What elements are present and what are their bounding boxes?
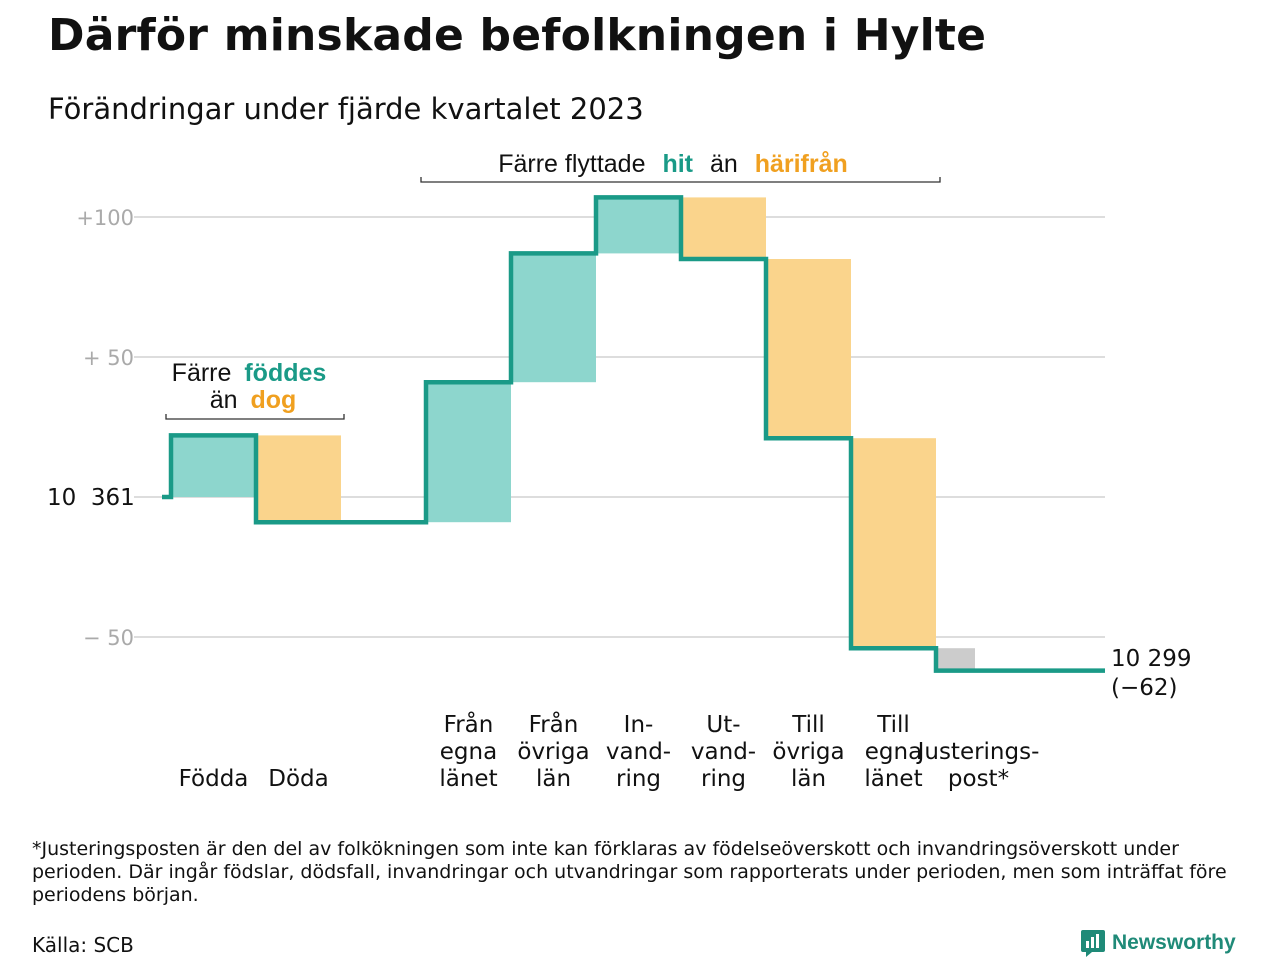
- births-annotation-bracket: [165, 414, 345, 420]
- y-tick-label: +100: [76, 206, 134, 230]
- category-label: Till: [791, 712, 825, 738]
- chart-subtitle: Förändringar under fjärde kvartalet 2023: [48, 92, 644, 126]
- category-label: vand-: [606, 739, 671, 765]
- end-value-label: 10 299: [1111, 646, 1191, 672]
- category-label: Till: [876, 712, 910, 738]
- births-annotation-text-4: dog: [250, 386, 296, 414]
- bar-decrease: [681, 197, 766, 259]
- category-label: Födda: [179, 766, 249, 792]
- births-annotation-text-1: Färre: [172, 359, 232, 387]
- bar-chart-speech-bubble-icon: [1081, 930, 1105, 957]
- category-label: post*: [948, 766, 1009, 792]
- category-label: Justerings-: [916, 739, 1040, 765]
- svg-text:Färre flyttade hit: Färre flyttade hit än härifrån: [498, 150, 848, 178]
- bar-decrease: [256, 435, 341, 523]
- category-label: län: [791, 766, 826, 792]
- end-change-label: (−62): [1111, 675, 1177, 701]
- y-tick-label: + 50: [83, 346, 134, 370]
- category-label: övriga: [772, 739, 844, 765]
- births-annotation-text-2: föddes: [244, 359, 326, 387]
- category-label: Ut-: [706, 712, 740, 738]
- category-label: länet: [864, 766, 922, 792]
- category-label: egna: [440, 739, 497, 765]
- category-label: övriga: [517, 739, 589, 765]
- y-axis-ticks: +100 + 50 − 50: [76, 206, 134, 650]
- y-tick-label: − 50: [83, 626, 134, 650]
- moves-annotation-text-3: än: [710, 150, 738, 178]
- births-annotation-text-3: än: [210, 386, 238, 414]
- running-total-path: [162, 195, 1105, 673]
- waterfall-chart: +100+ 50− 50 Födda DödaFrånegnalänetFrånö…: [47, 150, 1191, 792]
- source-label: Källa: SCB: [32, 933, 134, 957]
- category-label: ring: [701, 766, 746, 792]
- bar-decrease: [851, 438, 936, 649]
- category-labels: Födda DödaFrånegnalänetFrånövrigalänIn-va…: [179, 710, 1040, 792]
- brand-logo: Newsworthy: [1080, 928, 1236, 958]
- bar-decrease: [766, 259, 851, 439]
- brand-name: Newsworthy: [1112, 931, 1236, 954]
- births-annotation: Färre föddes än dog: [165, 359, 345, 420]
- running-total-line: [162, 195, 1105, 673]
- svg-text:än dog: än dog: [210, 386, 297, 414]
- bars: [171, 197, 975, 671]
- start-value-label: 10 361: [47, 485, 135, 511]
- moves-annotation-text-2: hit: [662, 150, 693, 178]
- moves-annotation-text-4: härifrån: [755, 150, 848, 178]
- moves-annotation-text-1: Färre flyttade: [498, 150, 645, 178]
- category-label: In-: [624, 712, 654, 738]
- category-label: Döda: [268, 766, 328, 792]
- category-label: vand-: [691, 739, 756, 765]
- bar-increase: [171, 435, 256, 497]
- category-label: Från: [529, 710, 579, 738]
- bar-adjustment: [938, 648, 975, 671]
- bar-increase: [511, 253, 596, 383]
- category-label: ring: [616, 766, 661, 792]
- category-label: länet: [439, 766, 497, 792]
- category-label: egna: [865, 739, 922, 765]
- footnote: *Justeringsposten är den del av folkökni…: [32, 838, 1227, 906]
- category-label: Från: [444, 710, 494, 738]
- svg-text:Färre föddes: Färre föddes: [172, 359, 327, 387]
- chart-title: Därför minskade befolkningen i Hylte: [48, 10, 987, 61]
- bar-increase: [596, 197, 681, 254]
- moves-annotation: Färre flyttade hit än härifrån: [420, 150, 941, 183]
- bar-increase: [426, 382, 511, 523]
- grid-lines: [134, 216, 1105, 638]
- moves-annotation-bracket: [420, 177, 941, 183]
- category-label: län: [536, 766, 571, 792]
